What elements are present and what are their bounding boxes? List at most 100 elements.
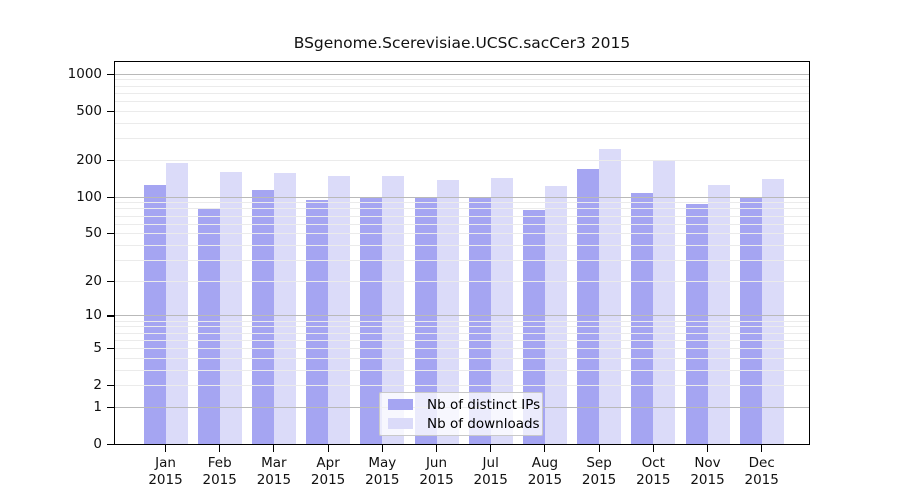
gridline-minor — [114, 369, 810, 371]
x-tick-label: Jan 2015 — [148, 455, 183, 488]
bar-distinct-ips-jun — [414, 198, 437, 445]
gridline-minor — [114, 110, 810, 112]
gridline-minor — [114, 326, 810, 328]
bar-downloads-may — [382, 175, 405, 445]
gridline-minor — [114, 122, 810, 124]
gridline-minor — [114, 280, 810, 282]
bar-downloads-jun — [436, 179, 459, 445]
x-tick — [598, 445, 600, 452]
y-tick — [107, 443, 114, 446]
x-tick — [544, 445, 546, 452]
gridline-minor — [114, 385, 810, 387]
x-tick-label: Jun 2015 — [419, 455, 454, 488]
legend-label-distinct-ips: Nb of distinct IPs — [427, 396, 541, 413]
y-tick-label: 20 — [84, 272, 102, 289]
gridline-minor — [114, 332, 810, 334]
plot-area: Nb of distinct IPs Nb of downloads — [114, 61, 810, 445]
gridline-minor — [114, 202, 810, 204]
x-tick — [164, 445, 167, 452]
x-tick-label: Sep 2015 — [581, 455, 617, 488]
x-tick-label: Mar 2015 — [256, 455, 292, 488]
legend-item-downloads: Nb of downloads — [388, 414, 542, 433]
gridline-minor — [114, 339, 810, 341]
y-tick-label: 1000 — [67, 65, 102, 82]
gridline-major — [114, 73, 810, 75]
y-tick — [107, 315, 114, 317]
bar-distinct-ips-aug — [522, 210, 545, 445]
gridline-minor — [114, 320, 810, 322]
bar-downloads-mar — [273, 173, 296, 445]
chart-title: BSgenome.Scerevisiae.UCSC.sacCer3 2015 — [293, 34, 631, 52]
gridline-minor — [114, 79, 810, 81]
y-tick-label: 2 — [93, 377, 102, 394]
x-tick — [219, 445, 221, 452]
gridline-minor — [114, 244, 810, 246]
legend-label-downloads: Nb of downloads — [427, 415, 540, 432]
y-tick — [107, 347, 114, 350]
gridline-minor — [114, 138, 810, 140]
bar-distinct-ips-sep — [577, 168, 600, 445]
x-tick-label: Oct 2015 — [636, 455, 671, 488]
x-tick-label: May 2015 — [365, 455, 400, 488]
bar-distinct-ips-oct — [631, 192, 654, 445]
y-tick — [107, 233, 114, 235]
y-tick — [107, 280, 114, 282]
legend: Nb of distinct IPs Nb of downloads — [379, 392, 543, 436]
y-tick — [107, 159, 114, 161]
x-tick-label: Nov 2015 — [690, 455, 725, 488]
y-tick-label: 200 — [76, 151, 102, 168]
gridline-minor — [114, 101, 810, 103]
x-tick — [381, 445, 383, 452]
bar-downloads-sep — [599, 149, 622, 445]
y-tick — [107, 110, 114, 112]
gridlines-layer — [114, 61, 810, 445]
y-tick-label: 5 — [93, 339, 102, 356]
y-tick — [107, 196, 114, 198]
y-tick-label: 500 — [76, 102, 102, 119]
x-tick-label: Apr 2015 — [310, 455, 346, 488]
gridline-minor — [114, 85, 810, 87]
bar-distinct-ips-jan — [143, 184, 166, 445]
x-tick — [327, 445, 329, 452]
bar-downloads-apr — [328, 176, 351, 445]
y-tick-label: 50 — [84, 225, 102, 242]
x-tick — [490, 445, 492, 452]
gridline-minor — [114, 259, 810, 261]
gridline-minor — [114, 159, 810, 161]
bar-downloads-jul — [490, 177, 513, 445]
legend-swatch-downloads — [388, 418, 413, 429]
x-tick-label: Jul 2015 — [473, 455, 508, 488]
x-tick — [652, 445, 654, 452]
gridline-minor — [114, 357, 810, 359]
gridline-minor — [114, 215, 810, 217]
x-tick — [706, 445, 709, 452]
legend-swatch-distinct-ips — [388, 399, 413, 410]
gridline-minor — [114, 92, 810, 94]
bar-distinct-ips-mar — [251, 189, 274, 445]
gridline-major — [114, 196, 810, 198]
x-tick-label: Dec 2015 — [744, 455, 779, 488]
y-tick-label: 10 — [84, 307, 102, 324]
x-tick — [435, 445, 438, 452]
x-tick-label: Aug 2015 — [527, 455, 563, 488]
bar-distinct-ips-apr — [306, 199, 329, 445]
bar-downloads-feb — [219, 172, 242, 445]
gridline-major — [114, 315, 810, 317]
y-tick — [107, 73, 114, 75]
gridline-minor — [114, 223, 810, 225]
x-tick-label: Feb 2015 — [202, 455, 237, 488]
y-tick-label: 100 — [76, 188, 102, 205]
bar-distinct-ips-nov — [685, 203, 708, 445]
bar-downloads-oct — [653, 160, 676, 445]
legend-item-distinct-ips: Nb of distinct IPs — [388, 395, 542, 414]
bar-downloads-aug — [544, 185, 567, 445]
y-tick-label: 0 — [93, 436, 102, 452]
y-tick-label: 1 — [93, 398, 102, 415]
gridline-minor — [114, 233, 810, 235]
x-tick — [273, 445, 275, 452]
y-tick — [107, 406, 114, 408]
y-tick — [107, 385, 114, 387]
gridline-minor — [114, 347, 810, 349]
gridline-minor — [114, 208, 810, 210]
